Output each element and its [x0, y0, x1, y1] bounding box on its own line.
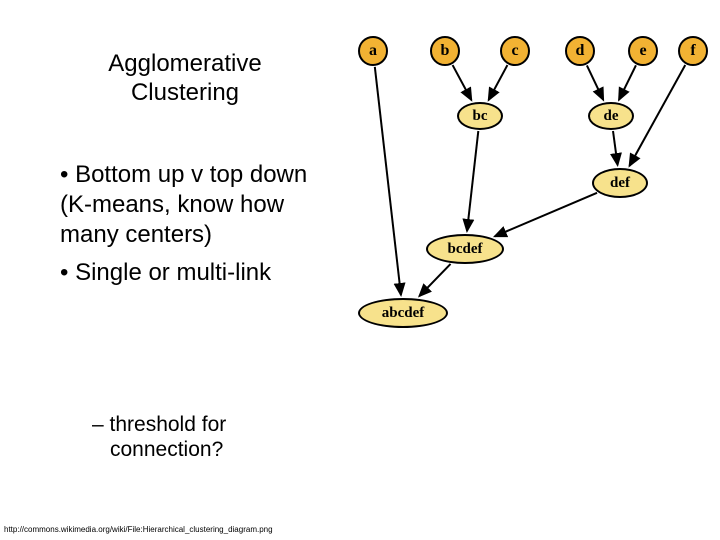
- slide: Agglomerative Clustering Bottom up v top…: [0, 0, 720, 540]
- node-e: e: [628, 36, 658, 66]
- node-c: c: [500, 36, 530, 66]
- edge-def-bcdef: [495, 193, 597, 237]
- edge-bcdef-abcdef: [419, 264, 450, 296]
- edge-f-def: [629, 65, 685, 166]
- sub-line-2: connection?: [92, 438, 223, 461]
- node-a: a: [358, 36, 388, 66]
- citation-text: http://commons.wikimedia.org/wiki/File:H…: [4, 525, 273, 534]
- edge-d-de: [587, 65, 603, 99]
- sub-bullet: threshold for connection?: [92, 412, 226, 462]
- edge-de-def: [613, 131, 618, 165]
- bullet-item: Single or multi-link: [60, 258, 330, 288]
- slide-title: Agglomerative Clustering: [70, 50, 300, 108]
- edge-a-abcdef: [375, 67, 401, 295]
- title-line-1: Agglomerative: [108, 50, 261, 77]
- hierarchical-diagram: abcdefbcdedefbcdefabcdef: [320, 18, 710, 338]
- node-bc: bc: [457, 102, 503, 130]
- edge-c-bc: [489, 65, 508, 100]
- node-f: f: [678, 36, 708, 66]
- bullet-text: Single or multi-link: [75, 259, 271, 286]
- edge-b-bc: [453, 65, 472, 100]
- node-bcdef: bcdef: [426, 234, 504, 264]
- bullet-text: Bottom up v top down (K-means, know how …: [60, 161, 307, 248]
- edge-e-de: [619, 65, 636, 99]
- node-b: b: [430, 36, 460, 66]
- node-d: d: [565, 36, 595, 66]
- bullet-list: Bottom up v top down (K-means, know how …: [60, 160, 330, 296]
- node-de: de: [588, 102, 634, 130]
- bullet-item: Bottom up v top down (K-means, know how …: [60, 160, 330, 250]
- title-line-2: Clustering: [131, 79, 239, 106]
- node-def: def: [592, 168, 648, 198]
- edge-bc-bcdef: [467, 131, 478, 231]
- node-abcdef: abcdef: [358, 298, 448, 328]
- diagram-edges: [320, 18, 710, 338]
- sub-line-1: threshold for: [92, 413, 226, 436]
